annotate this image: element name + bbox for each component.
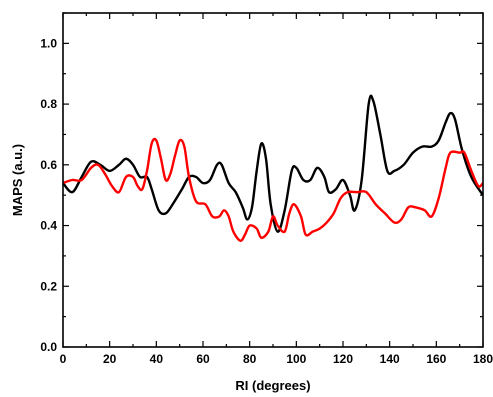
x-tick-label: 160 — [426, 352, 446, 366]
x-tick-label: 40 — [150, 352, 164, 366]
series-line-1 — [63, 94, 483, 233]
axis-ticks — [62, 12, 484, 348]
x-tick-label: 140 — [380, 352, 400, 366]
y-tick-label: 0.2 — [40, 279, 57, 293]
x-tick-label: 80 — [243, 352, 257, 366]
y-tick-labels: 0.0 0.2 0.4 0.6 0.8 1.0 — [40, 36, 57, 354]
y-tick-label: 0.0 — [40, 340, 57, 354]
x-tick-label: 60 — [196, 352, 210, 366]
x-tick-label: 0 — [60, 352, 67, 366]
x-tick-label: 180 — [473, 352, 493, 366]
plot-frame — [62, 12, 484, 348]
chart-series — [63, 94, 483, 242]
y-tick-label: 1.0 — [40, 36, 57, 50]
y-tick-label: 0.4 — [40, 219, 57, 233]
x-tick-label: 100 — [286, 352, 306, 366]
x-tick-label: 20 — [103, 352, 117, 366]
y-tick-label: 0.6 — [40, 158, 57, 172]
x-axis-title: RI (degrees) — [235, 378, 310, 393]
series-line-2 — [63, 137, 483, 242]
y-axis-title: MAPS (a.u.) — [10, 144, 25, 216]
x-tick-labels: 0 20 40 60 80 100 120 140 160 180 — [60, 352, 493, 366]
x-tick-label: 120 — [333, 352, 353, 366]
y-tick-label: 0.8 — [40, 97, 57, 111]
